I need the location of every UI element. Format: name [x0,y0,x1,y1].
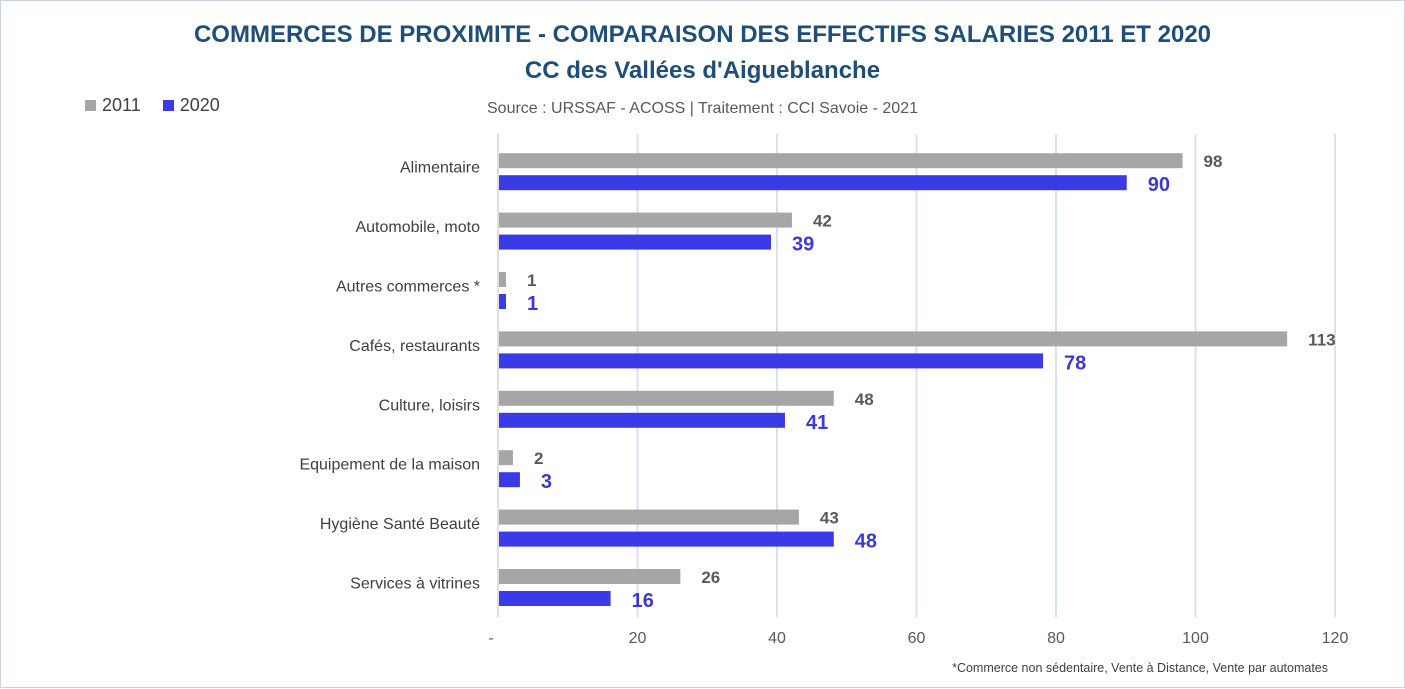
bar-2020 [499,175,1127,191]
x-tick-label: 20 [629,630,647,647]
chart-subtitle: CC des Vallées d'Aigueblanche [524,57,881,84]
bar-2020 [499,294,506,309]
data-label-2020: 90 [1148,174,1170,196]
x-tick-label: 80 [1047,630,1065,647]
legend-swatch-2020 [162,100,174,111]
bar-2011 [499,569,681,584]
x-tick-label: 60 [908,630,926,647]
data-label-2011: 113 [1308,330,1335,349]
bar-2011 [499,450,513,466]
category-label: Alimentaire [400,160,480,177]
data-label-2020: 78 [1064,352,1086,374]
bar-2020 [499,472,520,488]
legend-label-2020: 2020 [179,95,220,115]
x-tick-label: 100 [1182,630,1209,647]
legend-swatch-2011 [85,100,96,111]
x-tick-label: 120 [1322,630,1349,647]
category-label: Equipement de la maison [299,457,480,474]
bar-2011 [499,509,799,525]
data-label-2011: 2 [534,449,543,468]
chart-legend: 2011 2020 [85,95,220,116]
category-label: Services à vitrines [350,576,480,593]
data-label-2011: 26 [701,568,720,587]
category-label: Cafés, restaurants [349,338,480,355]
legend-item-2011: 2011 [85,95,141,116]
x-tick-label: - [488,630,493,647]
bar-2020 [499,234,772,250]
bar-2011 [499,153,1183,169]
data-label-2020: 41 [806,412,828,434]
chart-footnote: *Commerce non sédentaire, Vente à Distan… [952,661,1328,675]
bar-2011 [499,390,834,406]
category-label: Automobile, moto [355,219,480,236]
bar-2020 [499,412,785,428]
data-label-2011: 43 [820,509,839,528]
data-label-2011: 1 [527,271,536,290]
category-label: Autres commerces * [336,279,480,296]
data-label-2020: 39 [792,234,814,256]
category-label: Culture, loisirs [379,397,480,414]
bar-2011 [499,212,792,228]
legend-item-2020: 2020 [162,95,220,116]
legend-label-2011: 2011 [102,95,141,115]
bar-2020 [499,591,611,606]
data-label-2020: 3 [541,471,552,493]
bar-2020 [499,531,834,547]
chart-title: COMMERCES DE PROXIMITE - COMPARAISON DES… [193,21,1212,48]
data-label-2011: 48 [855,390,874,409]
bar-2020 [499,353,1044,369]
data-label-2011: 42 [813,212,832,231]
x-tick-label: 40 [768,630,786,647]
data-label-2020: 48 [855,531,877,553]
data-label-2020: 1 [527,293,538,315]
data-label-2020: 16 [632,590,654,612]
category-label: Hygiène Santé Beauté [320,516,480,533]
chart-source: Source : URSSAF - ACOSS | Traitement : C… [487,100,918,117]
data-label-2011: 98 [1204,152,1223,171]
bar-2011 [499,331,1288,347]
bar-2011 [499,272,506,287]
